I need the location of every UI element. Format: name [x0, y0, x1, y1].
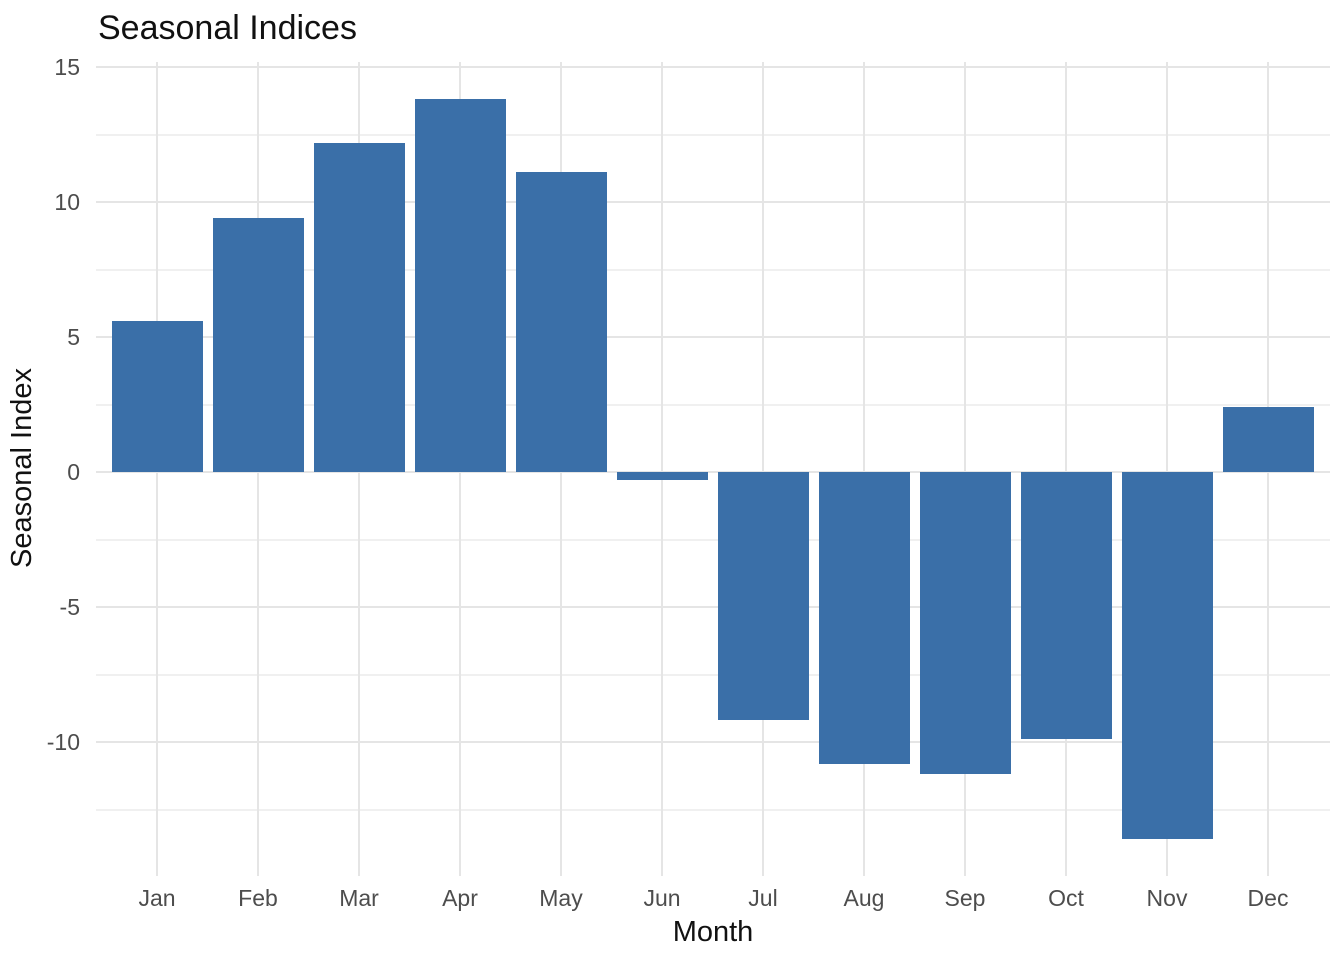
x-tick-label-aug: Aug	[843, 885, 885, 911]
gridline-x-nov	[1166, 62, 1168, 876]
gridline-major-y-10	[96, 201, 1330, 203]
x-tick-label-may: May	[539, 885, 583, 911]
x-tick-label-jul: Jul	[748, 885, 778, 911]
gridline-minor-y--7.5	[96, 673, 1330, 676]
gridline-x-jul	[762, 62, 764, 876]
bar-apr	[414, 99, 506, 472]
x-tick-label-mar: Mar	[339, 885, 379, 911]
bar-oct	[1020, 472, 1112, 740]
chart-title: Seasonal Indices	[98, 9, 357, 47]
y-tick-label-15: 15	[54, 54, 80, 80]
y-tick-label--10: -10	[46, 729, 80, 755]
bar-dec	[1222, 407, 1314, 472]
gridline-minor-y-7.5	[96, 268, 1330, 271]
x-tick-label-jun: Jun	[643, 885, 681, 911]
gridline-x-jun	[661, 62, 663, 876]
gridline-major-y--5	[96, 606, 1330, 608]
gridline-minor-y--12.5	[96, 808, 1330, 811]
bar-aug	[818, 472, 910, 764]
x-tick-label-apr: Apr	[442, 885, 478, 911]
bar-sep	[919, 472, 1011, 775]
plot-panel	[96, 62, 1330, 876]
x-axis-title: Month	[672, 916, 754, 948]
gridline-x-oct	[1065, 62, 1067, 876]
gridline-x-sep	[964, 62, 966, 876]
x-tick-label-feb: Feb	[238, 885, 278, 911]
gridline-x-aug	[863, 62, 865, 876]
gridline-major-y-15	[96, 66, 1330, 68]
gridline-major-y-0	[96, 471, 1330, 473]
bar-feb	[212, 218, 304, 472]
bar-jul	[717, 472, 809, 721]
gridline-major-y-5	[96, 336, 1330, 338]
y-tick-label-0: 0	[67, 459, 80, 485]
y-tick-label-10: 10	[54, 189, 80, 215]
gridline-major-y--10	[96, 741, 1330, 743]
x-tick-label-dec: Dec	[1247, 885, 1289, 911]
x-tick-label-nov: Nov	[1146, 885, 1188, 911]
gridline-minor-y-12.5	[96, 133, 1330, 136]
y-tick-label--5: -5	[59, 594, 80, 620]
bar-may	[515, 172, 607, 472]
gridline-minor-y-2.5	[96, 403, 1330, 406]
x-tick-label-sep: Sep	[944, 885, 986, 911]
gridline-minor-y--2.5	[96, 538, 1330, 541]
bar-mar	[313, 142, 405, 472]
y-tick-label-5: 5	[67, 324, 80, 350]
bar-jan	[111, 320, 203, 472]
x-tick-label-oct: Oct	[1048, 885, 1084, 911]
bar-nov	[1121, 472, 1213, 840]
bar-jun	[616, 472, 708, 481]
x-tick-label-jan: Jan	[138, 885, 176, 911]
